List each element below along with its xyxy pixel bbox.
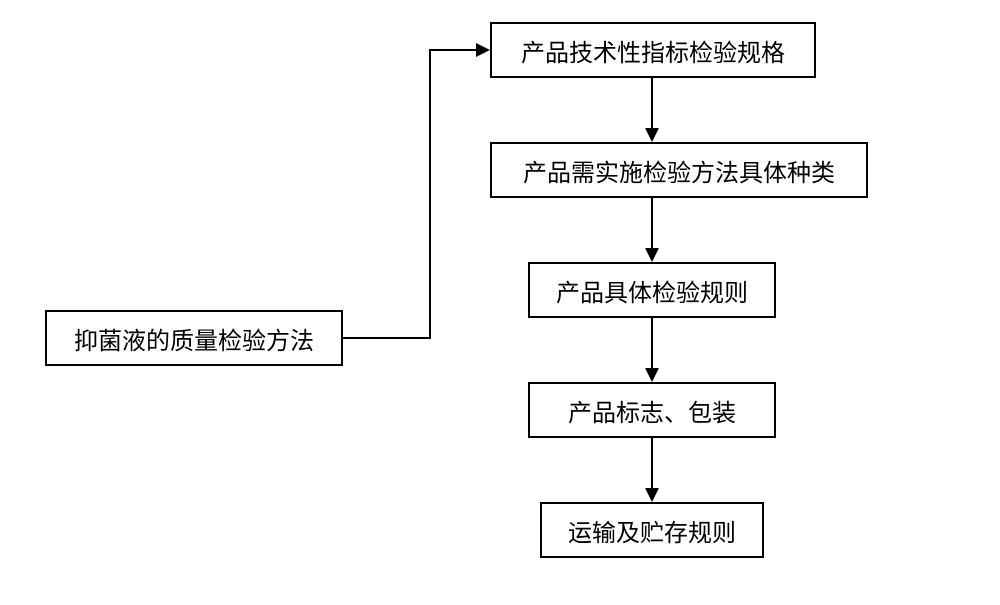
edge-step3-step4-arrow xyxy=(645,368,659,382)
node-step4: 产品标志、包装 xyxy=(528,382,776,438)
edge-step2-step3-line xyxy=(651,198,653,248)
node-step3-label: 产品具体检验规则 xyxy=(556,273,748,308)
edge-source-step1-h2 xyxy=(429,49,476,51)
edge-step3-step4-line xyxy=(651,318,653,368)
edge-step4-step5-line xyxy=(651,438,653,488)
edge-source-step1-h1 xyxy=(343,337,430,339)
edge-step4-step5-arrow xyxy=(645,488,659,502)
node-step1: 产品技术性指标检验规格 xyxy=(490,22,816,78)
node-step2-label: 产品需实施检验方法具体种类 xyxy=(523,153,835,188)
edge-step1-step2-arrow xyxy=(645,128,659,142)
node-step5: 运输及贮存规则 xyxy=(540,502,764,558)
edge-step1-step2-line xyxy=(651,78,653,128)
node-source: 抑菌液的质量检验方法 xyxy=(45,310,343,366)
node-step5-label: 运输及贮存规则 xyxy=(568,513,736,548)
edge-source-step1-v xyxy=(429,49,431,339)
edge-source-step1-arrow xyxy=(476,43,490,57)
node-step1-label: 产品技术性指标检验规格 xyxy=(521,33,785,68)
node-source-label: 抑菌液的质量检验方法 xyxy=(74,321,314,356)
node-step3: 产品具体检验规则 xyxy=(528,262,776,318)
node-step2: 产品需实施检验方法具体种类 xyxy=(490,142,868,198)
edge-step2-step3-arrow xyxy=(645,248,659,262)
node-step4-label: 产品标志、包装 xyxy=(568,393,736,428)
flowchart-container: 抑菌液的质量检验方法 产品技术性指标检验规格 产品需实施检验方法具体种类 产品具… xyxy=(0,0,1000,605)
